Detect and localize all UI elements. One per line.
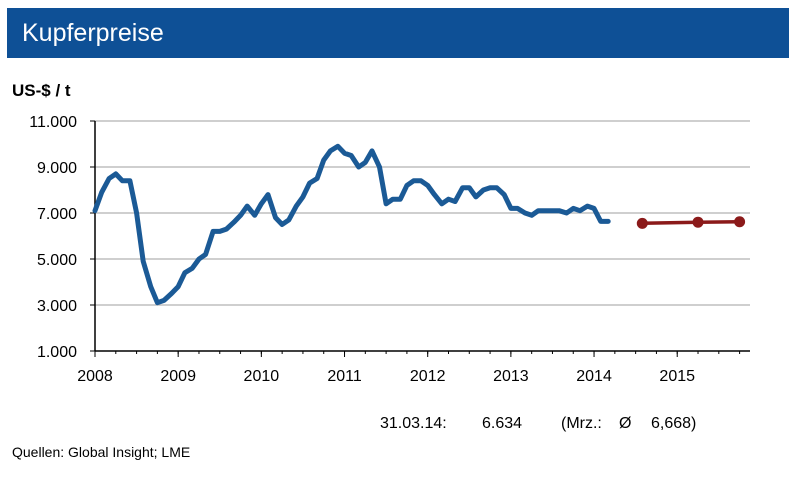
y-axis-unit-label: US-$ / t (12, 81, 71, 100)
copper-price-history-line (92, 143, 611, 306)
forecast-point (692, 216, 704, 228)
x-tick-label: 2013 (493, 368, 529, 385)
x-tick-label: 2010 (244, 368, 280, 385)
chart-title: Kupferpreise (22, 19, 164, 47)
average-prefix-label: (Mrz.: (561, 415, 602, 432)
x-tick-label: 2009 (160, 368, 196, 385)
y-tick-label: 7.000 (37, 206, 77, 223)
y-tick-label: 3.000 (37, 298, 77, 315)
latest-value-label: 6.634 (482, 415, 523, 432)
x-tick-label: 2008 (77, 368, 113, 385)
copper-price-forecast-line (640, 219, 742, 226)
x-tick-labels: 2008 2009 2010 2011 2012 2013 2014 2015 (77, 368, 695, 385)
average-symbol: Ø (619, 415, 632, 432)
chart-title-bar: Kupferpreise (7, 8, 789, 58)
latest-date-label: 31.03.14: (380, 415, 447, 432)
y-tick-label: 9.000 (37, 160, 77, 177)
y-tick-labels: 1.000 3.000 5.000 7.000 9.000 11.000 (29, 114, 77, 361)
y-tick-label: 1.000 (37, 344, 77, 361)
average-value-label: 6,668) (651, 415, 697, 432)
forecast-point (636, 217, 648, 229)
source-note: Quellen: Global Insight; LME (12, 444, 191, 460)
x-tick-label: 2014 (576, 368, 612, 385)
x-tick-label: 2012 (410, 368, 446, 385)
y-tick-label: 11.000 (29, 114, 77, 131)
forecast-point (734, 216, 746, 228)
y-tick-label: 5.000 (37, 252, 77, 269)
x-tick-label: 2015 (659, 368, 695, 385)
axes (90, 120, 750, 357)
grid-lines (95, 120, 750, 306)
data-series (92, 143, 746, 306)
x-tick-label: 2011 (327, 368, 362, 385)
